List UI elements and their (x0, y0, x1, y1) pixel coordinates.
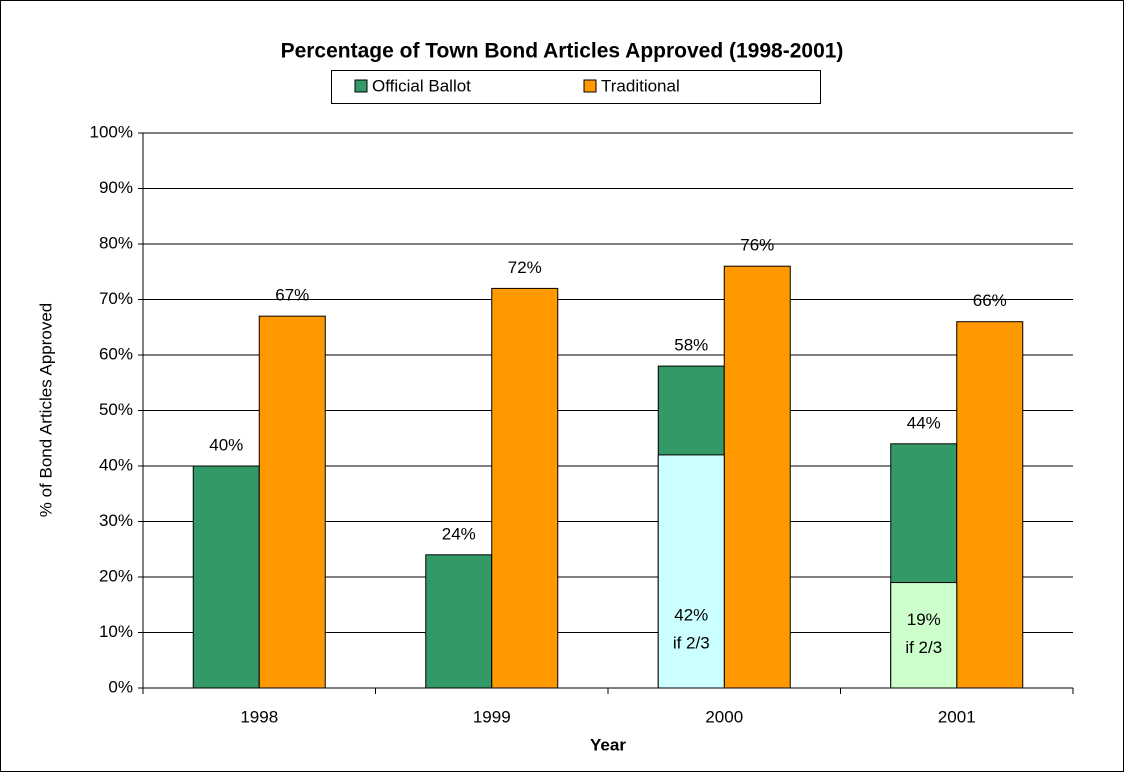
value-label: 66% (973, 291, 1007, 310)
overlay-label: 19% (907, 610, 941, 629)
overlay-bar (890, 582, 958, 689)
value-label: 44% (907, 413, 941, 432)
value-label: 76% (740, 236, 774, 255)
chart-title: Percentage of Town Bond Articles Approve… (281, 40, 844, 63)
bar (425, 554, 493, 689)
value-label: 58% (674, 336, 708, 355)
bar (258, 315, 326, 689)
value-label: 72% (508, 258, 542, 277)
legend-box (331, 70, 821, 104)
y-tick-label: 90% (99, 178, 133, 197)
bar (491, 287, 559, 689)
x-tick-label: 2000 (705, 707, 743, 726)
y-tick-label: 0% (108, 677, 133, 696)
legend-label: Official Ballot (372, 76, 471, 95)
y-axis-label: % of Bond Articles Approved (36, 303, 55, 518)
value-label: 24% (442, 524, 476, 543)
overlay-note: if 2/3 (673, 633, 710, 652)
y-tick-label: 20% (99, 566, 133, 585)
overlay-note: if 2/3 (905, 638, 942, 657)
value-label: 67% (275, 286, 309, 305)
x-tick-label: 1999 (473, 707, 511, 726)
overlay-bar (657, 454, 725, 689)
overlay-label: 42% (674, 605, 708, 624)
bar (192, 465, 260, 689)
y-tick-label: 40% (99, 455, 133, 474)
y-tick-label: 10% (99, 622, 133, 641)
bar (956, 321, 1024, 689)
legend-swatch (354, 79, 368, 93)
legend-swatch (583, 79, 597, 93)
y-tick-label: 70% (99, 289, 133, 308)
y-tick-label: 100% (90, 122, 133, 141)
y-tick-label: 50% (99, 400, 133, 419)
y-tick-label: 30% (99, 511, 133, 530)
y-tick-label: 60% (99, 344, 133, 363)
x-tick-label: 2001 (938, 707, 976, 726)
y-tick-label: 80% (99, 233, 133, 252)
value-label: 40% (209, 435, 243, 454)
x-axis-label: Year (590, 735, 626, 754)
legend-label: Traditional (601, 76, 680, 95)
x-tick-label: 1998 (240, 707, 278, 726)
bar (723, 265, 791, 689)
